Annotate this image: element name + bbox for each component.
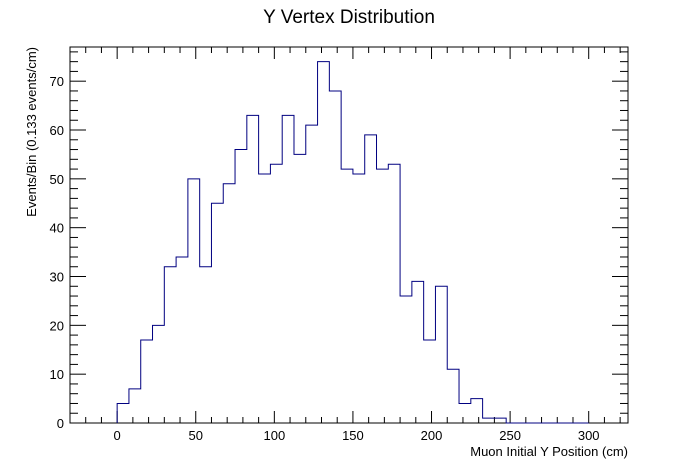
y-axis-label: Events/Bin (0.133 events/cm) xyxy=(24,47,39,217)
x-tick-label: 50 xyxy=(189,428,203,443)
x-tick-label: 250 xyxy=(499,428,521,443)
x-tick-label: 100 xyxy=(263,428,285,443)
y-tick-label: 70 xyxy=(50,74,64,89)
y-axis: 0 10 20 30 40 50 60 70 xyxy=(50,51,628,431)
x-tick-label: 300 xyxy=(578,428,600,443)
x-tick-label: 150 xyxy=(342,428,364,443)
y-tick-label: 60 xyxy=(50,123,64,138)
y-tick-label: 10 xyxy=(50,367,64,382)
y-tick-label: 0 xyxy=(57,416,64,431)
y-tick-label: 30 xyxy=(50,270,64,285)
x-tick-label: 0 xyxy=(114,428,121,443)
plot-frame xyxy=(69,46,629,424)
y-tick-label: 50 xyxy=(50,172,64,187)
x-tick-label: 200 xyxy=(421,428,443,443)
x-axis-label: Muon Initial Y Position (cm) xyxy=(470,444,628,459)
chart-title: Y Vertex Distribution xyxy=(263,7,435,28)
histogram-outline xyxy=(116,61,589,424)
x-axis: 0 50 100 150 200 250 300 xyxy=(69,47,621,443)
y-tick-label: 20 xyxy=(50,318,64,333)
y-tick-label: 40 xyxy=(50,221,64,236)
